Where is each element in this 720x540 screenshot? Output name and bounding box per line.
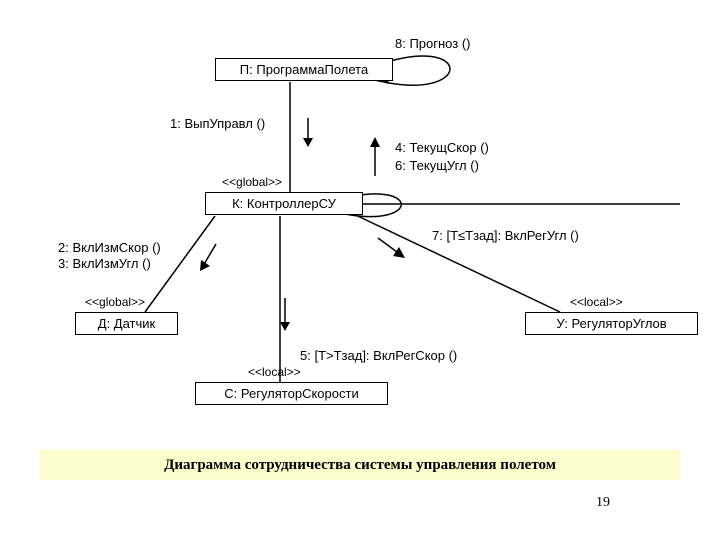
- stereotype-angle-reg: <<local>>: [570, 295, 623, 309]
- msg-5: 5: [T>Tзад]: ВклРегСкор (): [300, 348, 457, 363]
- node-speed-regulator: С: РегуляторСкорости: [195, 382, 388, 405]
- node-angle-regulator: У: РегуляторУглов: [525, 312, 698, 335]
- stereotype-controller: <<global>>: [222, 175, 282, 189]
- caption-text: Диаграмма сотрудничества системы управле…: [164, 457, 556, 474]
- diagram-canvas: П: ПрограммаПолета <<global>> К: Контрол…: [0, 0, 720, 540]
- node-program: П: ПрограммаПолета: [215, 58, 393, 81]
- msg-8: 8: Прогноз (): [395, 36, 471, 51]
- stereotype-sensor: <<global>>: [85, 295, 145, 309]
- msg-3: 3: ВклИзмУгл (): [58, 256, 151, 271]
- page-number: 19: [596, 495, 610, 511]
- caption-bar: Диаграмма сотрудничества системы управле…: [40, 450, 680, 480]
- msg-7: 7: [T≤Tзад]: ВклРегУгл (): [432, 228, 579, 243]
- msg-4: 4: ТекущСкор (): [395, 140, 489, 155]
- node-controller: К: КонтроллерСУ: [205, 192, 363, 215]
- stereotype-speed-reg: <<local>>: [248, 365, 301, 379]
- msg-6: 6: ТекущУгл (): [395, 158, 479, 173]
- node-sensor: Д: Датчик: [75, 312, 178, 335]
- msg-2: 2: ВклИзмСкор (): [58, 240, 161, 255]
- msg-1: 1: ВыпУправл (): [170, 116, 265, 131]
